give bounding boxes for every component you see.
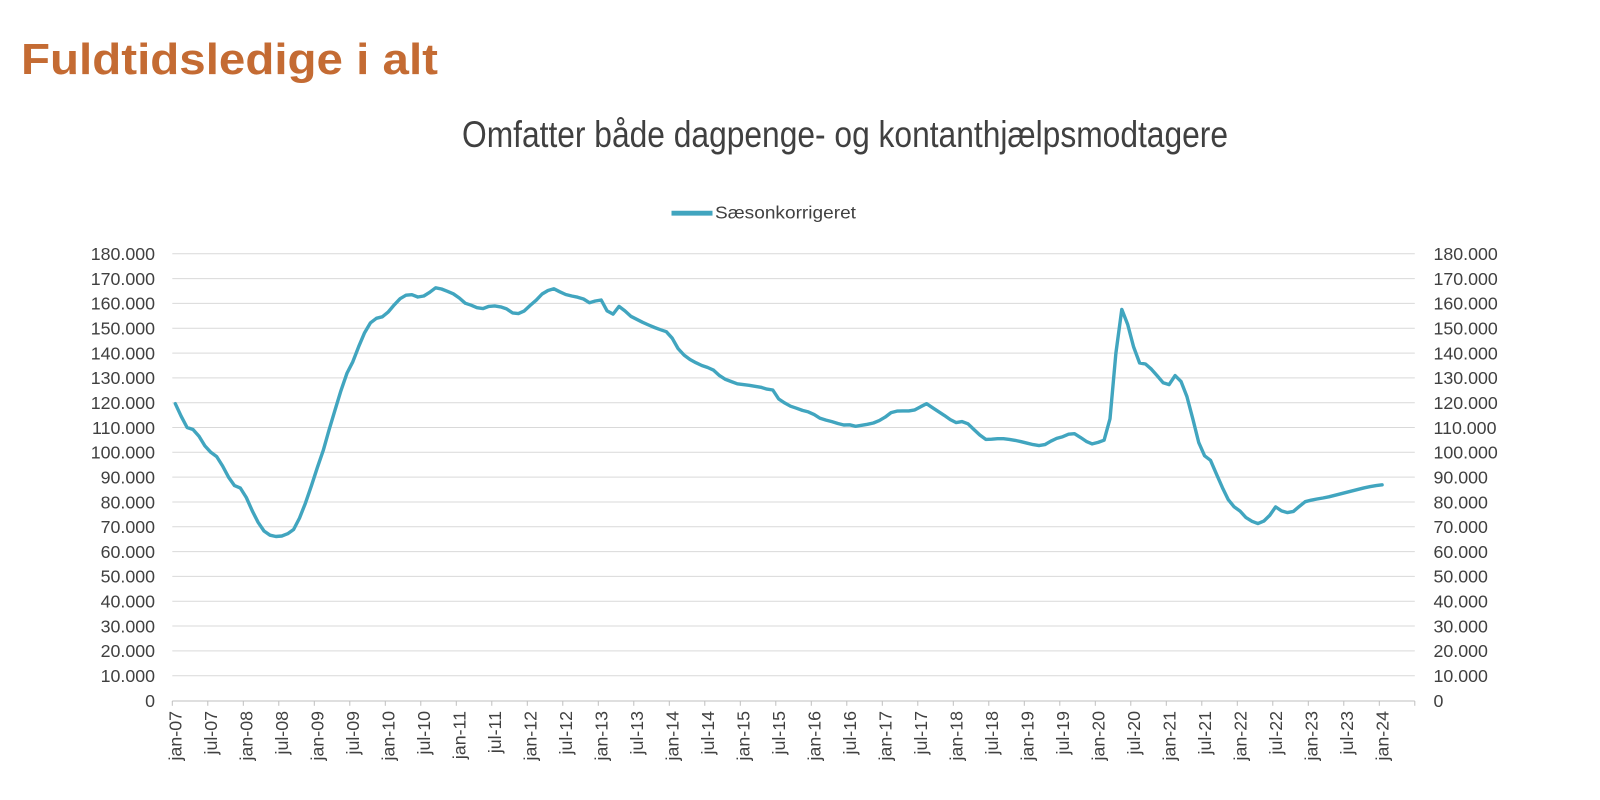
svg-text:jan-08: jan-08	[237, 711, 257, 762]
svg-text:40.000: 40.000	[101, 592, 155, 612]
svg-text:jul-10: jul-10	[414, 711, 434, 756]
svg-text:jan-15: jan-15	[734, 711, 754, 762]
svg-text:60.000: 60.000	[101, 542, 155, 562]
svg-text:10.000: 10.000	[101, 666, 155, 686]
svg-text:jan-19: jan-19	[1018, 711, 1038, 762]
svg-text:130.000: 130.000	[1434, 368, 1498, 388]
svg-text:jan-14: jan-14	[663, 711, 683, 762]
svg-text:130.000: 130.000	[91, 368, 155, 388]
svg-text:70.000: 70.000	[1434, 517, 1488, 537]
svg-text:50.000: 50.000	[101, 567, 155, 587]
svg-text:70.000: 70.000	[101, 517, 155, 537]
svg-text:jan-07: jan-07	[166, 711, 186, 761]
svg-text:60.000: 60.000	[1434, 542, 1488, 562]
svg-text:jan-21: jan-21	[1160, 711, 1180, 762]
svg-text:10.000: 10.000	[1434, 666, 1488, 686]
svg-text:jul-18: jul-18	[982, 711, 1002, 756]
svg-text:100.000: 100.000	[1434, 443, 1498, 463]
svg-text:jul-21: jul-21	[1195, 711, 1215, 756]
svg-text:Omfatter både dagpenge- og kon: Omfatter både dagpenge- og kontanthjælps…	[462, 113, 1228, 155]
svg-text:20.000: 20.000	[101, 641, 155, 661]
svg-text:jul-20: jul-20	[1124, 711, 1144, 756]
svg-text:90.000: 90.000	[101, 467, 155, 487]
svg-text:jan-09: jan-09	[308, 711, 328, 762]
svg-text:120.000: 120.000	[91, 393, 155, 413]
svg-text:jul-09: jul-09	[343, 711, 363, 756]
svg-text:0: 0	[1434, 691, 1444, 711]
svg-text:jan-12: jan-12	[521, 711, 541, 761]
svg-text:jul-13: jul-13	[627, 711, 647, 756]
svg-text:jul-16: jul-16	[840, 711, 860, 756]
svg-text:150.000: 150.000	[91, 319, 155, 339]
svg-text:jul-23: jul-23	[1337, 711, 1357, 756]
svg-text:jul-19: jul-19	[1053, 711, 1073, 756]
svg-text:80.000: 80.000	[1434, 492, 1488, 512]
svg-text:jan-22: jan-22	[1231, 711, 1251, 761]
svg-text:160.000: 160.000	[91, 294, 155, 314]
svg-text:150.000: 150.000	[1434, 319, 1498, 339]
svg-text:30.000: 30.000	[1434, 616, 1488, 636]
svg-text:40.000: 40.000	[1434, 592, 1488, 612]
svg-text:jul-11: jul-11	[485, 711, 505, 754]
svg-text:Sæsonkorrigeret: Sæsonkorrigeret	[715, 203, 856, 223]
svg-text:20.000: 20.000	[1434, 641, 1488, 661]
svg-text:jul-17: jul-17	[911, 711, 931, 756]
svg-text:jan-16: jan-16	[805, 711, 825, 762]
svg-text:160.000: 160.000	[1434, 294, 1498, 314]
svg-text:140.000: 140.000	[1434, 343, 1498, 363]
svg-text:jan-11: jan-11	[450, 711, 470, 760]
svg-text:0: 0	[145, 691, 155, 711]
svg-text:140.000: 140.000	[91, 343, 155, 363]
svg-text:120.000: 120.000	[1434, 393, 1498, 413]
svg-text:170.000: 170.000	[1434, 269, 1498, 289]
svg-text:jul-22: jul-22	[1266, 711, 1286, 756]
svg-text:jan-24: jan-24	[1373, 711, 1393, 762]
svg-text:jul-15: jul-15	[769, 711, 789, 756]
svg-text:180.000: 180.000	[1434, 244, 1498, 264]
svg-text:170.000: 170.000	[91, 269, 155, 289]
svg-text:90.000: 90.000	[1434, 467, 1488, 487]
svg-text:jan-23: jan-23	[1302, 711, 1322, 762]
svg-text:50.000: 50.000	[1434, 567, 1488, 587]
svg-text:jan-13: jan-13	[592, 711, 612, 762]
svg-text:jan-17: jan-17	[876, 711, 896, 761]
svg-text:jul-07: jul-07	[201, 711, 221, 756]
svg-text:jan-20: jan-20	[1089, 711, 1109, 762]
svg-text:30.000: 30.000	[101, 616, 155, 636]
svg-text:110.000: 110.000	[92, 418, 155, 438]
svg-text:110.000: 110.000	[1434, 418, 1497, 438]
svg-text:jan-10: jan-10	[379, 711, 399, 762]
svg-text:jul-12: jul-12	[556, 711, 576, 756]
svg-text:jul-08: jul-08	[272, 711, 292, 756]
svg-text:80.000: 80.000	[101, 492, 155, 512]
svg-text:Fuldtidsledige i alt: Fuldtidsledige i alt	[21, 35, 438, 84]
svg-text:jul-14: jul-14	[698, 711, 718, 756]
svg-text:180.000: 180.000	[91, 244, 155, 264]
svg-text:100.000: 100.000	[91, 443, 155, 463]
svg-text:jan-18: jan-18	[947, 711, 967, 762]
